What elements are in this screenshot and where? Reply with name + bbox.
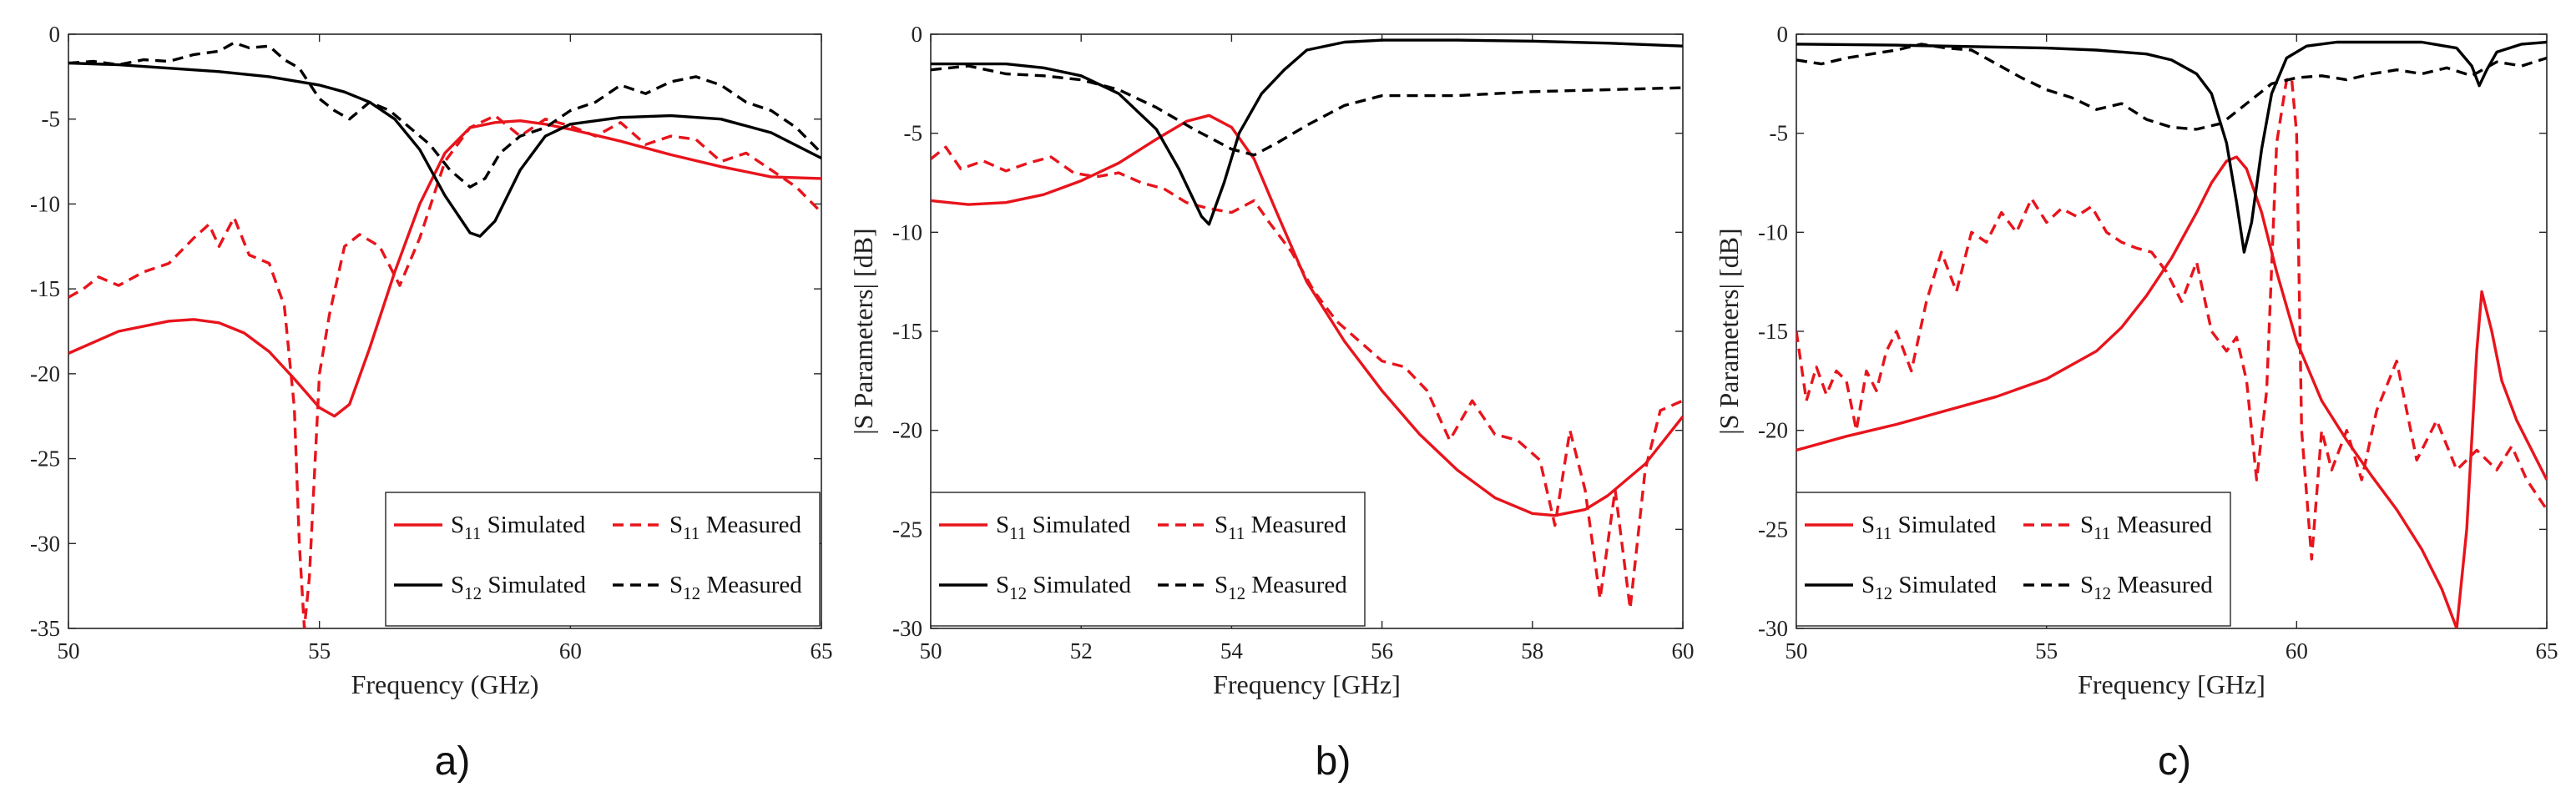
- x-tick-label: 58: [1521, 638, 1543, 663]
- y-tick-label: -20: [30, 361, 60, 386]
- series-line-11-measured: [1796, 76, 2547, 561]
- panel-caption: b): [1316, 739, 1351, 784]
- legend: S11 Simulated S11 Measured S12 Simulated S1…: [930, 492, 1366, 627]
- y-tick-label: -25: [1758, 517, 1788, 542]
- legend-entry-label: S12 Simulated: [1861, 572, 1997, 603]
- y-tick-label: -10: [1758, 219, 1788, 245]
- y-tick-label: -30: [30, 531, 60, 556]
- legend-entry-label: S12 Simulated: [996, 572, 1131, 603]
- legend-entry-label: S11 Simulated: [451, 512, 586, 543]
- legend-entry-label: S12 Measured: [2080, 572, 2213, 603]
- x-tick-label: 50: [58, 638, 80, 663]
- legend-box: [930, 492, 1366, 627]
- panel-a-chart: 50 55 60 65 0 -5 -10 -15 -20 -25 -30 -35 Frequency (…: [30, 22, 833, 784]
- y-tick-label: -5: [1770, 121, 1789, 146]
- series-line-11-simulated: [1796, 155, 2547, 628]
- series-line-12-simulated: [931, 38, 1683, 226]
- y-tick-label: -15: [1758, 319, 1788, 344]
- series-line-12-measured: [68, 41, 821, 189]
- y-axis-label: |S Parameters| [dB]: [848, 228, 878, 434]
- legend-box: [1796, 492, 2231, 627]
- legend-entry-label: S12 Measured: [669, 572, 802, 603]
- x-tick-label: 60: [559, 638, 582, 663]
- y-tick-label: -15: [30, 276, 60, 301]
- y-tick-label: -10: [892, 219, 922, 245]
- x-axis-label: Frequency [GHz]: [2078, 669, 2265, 699]
- x-tick-label: 60: [1672, 638, 1695, 663]
- x-tick-label: 56: [1371, 638, 1393, 663]
- series-line-11-measured: [931, 145, 1683, 610]
- series-line-12-simulated: [68, 61, 821, 238]
- legend: S11 Simulated S11 Measured S12 Simulated S1…: [385, 492, 821, 627]
- y-axis-label: |S Parameters| [dB]: [1714, 228, 1744, 434]
- y-tick-label: -20: [892, 418, 922, 443]
- y-tick-label: -10: [30, 191, 60, 216]
- y-tick-label: -5: [904, 121, 923, 146]
- panel-caption: a): [435, 739, 471, 784]
- x-axis-label: Frequency [GHz]: [1213, 669, 1401, 699]
- x-tick-label: 55: [2035, 638, 2058, 663]
- x-axis-label: Frequency (GHz): [351, 669, 539, 699]
- x-tick-label: 55: [308, 638, 331, 663]
- legend-entry-label: S11 Simulated: [1861, 512, 1997, 543]
- series-line-11-simulated: [68, 119, 821, 418]
- legend: S11 Simulated S11 Measured S12 Simulated S1…: [1796, 492, 2231, 627]
- legend-entry-label: S11 Simulated: [996, 512, 1131, 543]
- y-tick-label: -30: [892, 616, 922, 641]
- series-line-12-measured: [931, 64, 1683, 157]
- series-line-12-measured: [1796, 43, 2547, 131]
- panel-c-chart: 50 55 60 65 0 -5 -10 -15 -20 -25 -30 Frequency [GHz…: [1714, 22, 2558, 784]
- y-tick-label: -25: [30, 446, 60, 472]
- series-line-11-measured: [68, 113, 821, 628]
- legend-entry-label: S11 Measured: [1215, 512, 1346, 543]
- y-tick-label: 0: [912, 22, 923, 47]
- x-tick-label: 60: [2286, 638, 2308, 663]
- x-tick-label: 54: [1220, 638, 1244, 663]
- legend-box: [385, 492, 821, 627]
- legend-entry-label: S11 Measured: [669, 512, 801, 543]
- legend-entry-label: S12 Simulated: [451, 572, 586, 603]
- y-tick-label: 0: [1777, 22, 1789, 47]
- x-tick-label: 50: [1786, 638, 1808, 663]
- series-line-12-simulated: [1796, 40, 2547, 254]
- y-tick-label: -35: [30, 616, 60, 641]
- panel-caption: c): [2158, 739, 2191, 784]
- x-tick-label: 52: [1070, 638, 1093, 663]
- y-tick-label: 0: [49, 22, 61, 47]
- y-tick-label: -25: [892, 517, 922, 542]
- y-tick-label: -5: [42, 107, 61, 132]
- y-tick-label: -30: [1758, 616, 1788, 641]
- panel-b-chart: 50 52 54 56 58 60 0 -5 -10 -15 -20 -25 -30 Frequency …: [848, 22, 1695, 784]
- x-tick-label: 65: [811, 638, 833, 663]
- x-tick-label: 50: [920, 638, 942, 663]
- legend-entry-label: S11 Measured: [2080, 512, 2212, 543]
- y-tick-label: -15: [892, 319, 922, 344]
- x-tick-label: 65: [2536, 638, 2558, 663]
- plot-area-frame: [68, 33, 822, 629]
- y-tick-label: -20: [1758, 418, 1788, 443]
- series-line-11-simulated: [931, 113, 1683, 517]
- legend-entry-label: S12 Measured: [1215, 572, 1347, 603]
